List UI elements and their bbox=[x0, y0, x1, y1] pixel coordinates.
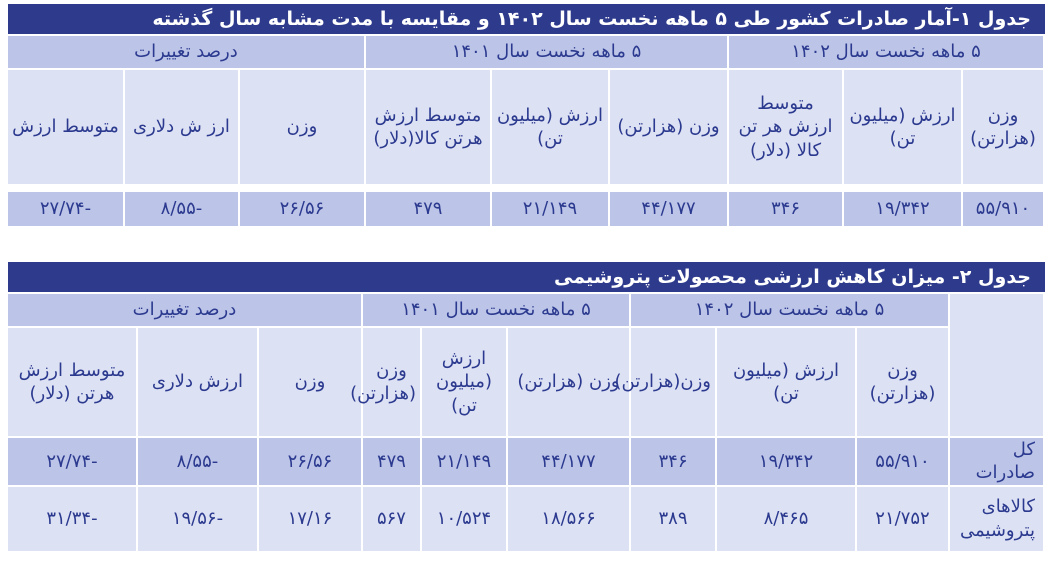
row-label: کالاهای پتروشیمی bbox=[948, 484, 1045, 553]
table-cell: ۵۵/۹۱۰ bbox=[961, 190, 1045, 228]
table-cell: -۲۷/۷۴ bbox=[5, 190, 125, 228]
column-header: متوسط ارزش هرتن کالا(دلار) bbox=[363, 68, 492, 186]
table-cell: ۲۶/۵۶ bbox=[237, 190, 366, 228]
table-cell: ۳۴۶ bbox=[726, 190, 845, 228]
column-header: ارزش (میلیون تن) bbox=[842, 68, 963, 186]
column-header: ارزش دلاری bbox=[135, 326, 259, 438]
group-header: ۵ ماهه نخست سال ۱۴۰۱ bbox=[360, 292, 631, 328]
table-cell: ۲۶/۵۶ bbox=[256, 436, 363, 487]
column-header: متوسط ارزش هر تن کالا (دلار) bbox=[726, 68, 845, 186]
column-header: وزن(هزارتن) bbox=[615, 326, 718, 438]
table-cell: ۲۱/۷۵۲ bbox=[855, 484, 950, 553]
group-header: درصد تغییرات bbox=[5, 34, 366, 70]
table-cell: ۴۷۹ bbox=[360, 436, 422, 487]
row-label: کل صادرات bbox=[948, 436, 1045, 487]
table-cell: ۴۴/۱۷۷ bbox=[607, 190, 729, 228]
table-cell: -۳۱/۳۴ bbox=[5, 484, 138, 553]
table-1-grid: ۵ ماهه نخست سال ۱۴۰۲ ۵ ماهه نخست سال ۱۴۰… bbox=[5, 34, 1046, 228]
group-header: ۵ ماهه نخست سال ۱۴۰۲ bbox=[726, 34, 1046, 70]
column-header: وزن (هزارتن) bbox=[961, 68, 1045, 186]
table-cell: -۲۷/۷۴ bbox=[5, 436, 138, 487]
table-cell: ۵۶۷ bbox=[360, 484, 422, 553]
table-2: جدول ۲- میزان کاهش ارزشی محصولات پتروشیم… bbox=[5, 262, 1045, 553]
column-header: متوسط ارزش هرتن (دلار) bbox=[5, 326, 138, 438]
column-header: متوسط ارزش bbox=[5, 68, 125, 186]
column-header: ارزش (میلیون تن) bbox=[419, 326, 508, 438]
table-cell: ۱۷/۱۶ bbox=[256, 484, 363, 553]
column-header: وزن (هزارتن) bbox=[607, 68, 729, 186]
group-header: ۵ ماهه نخست سال ۱۴۰۱ bbox=[363, 34, 729, 70]
table-cell: ۵۵/۹۱۰ bbox=[855, 436, 950, 487]
table-1: جدول ۱-آمار صادرات کشور طی ۵ ماهه نخست س… bbox=[5, 4, 1046, 228]
table-cell: ۴۴/۱۷۷ bbox=[505, 436, 631, 487]
column-header: ارز ش دلاری bbox=[122, 68, 240, 186]
table-cell: ۸/۴۶۵ bbox=[715, 484, 857, 553]
column-header: وزن (هزارتن) bbox=[505, 326, 631, 438]
column-header: ارزش (میلیون تن) bbox=[715, 326, 857, 438]
table-cell: ۳۴۶ bbox=[628, 436, 718, 487]
table-cell: ۱۰/۵۲۴ bbox=[419, 484, 508, 553]
column-header: ارزش (میلیون تن) bbox=[489, 68, 610, 186]
table-cell: ۴۷۹ bbox=[363, 190, 492, 228]
column-header: وزن bbox=[237, 68, 366, 186]
table-row: کل صادرات ۵۵/۹۱۰ ۱۹/۳۴۲ ۳۴۶ ۴۴/۱۷۷ ۲۱/۱۴… bbox=[5, 436, 1045, 487]
table-row: کالاهای پتروشیمی ۲۱/۷۵۲ ۸/۴۶۵ ۳۸۹ ۱۸/۵۶۶… bbox=[5, 484, 1045, 553]
column-header: وزن (هزارتن) bbox=[350, 326, 422, 438]
table-cell: -۱۹/۵۶ bbox=[135, 484, 259, 553]
table-cell: ۱۹/۳۴۲ bbox=[715, 436, 857, 487]
table-cell: ۱۹/۳۴۲ bbox=[842, 190, 963, 228]
column-header: وزن bbox=[256, 326, 363, 438]
corner-cell bbox=[948, 292, 1045, 438]
table-2-grid: ۵ ماهه نخست سال ۱۴۰۲ ۵ ماهه نخست سال ۱۴۰… bbox=[5, 292, 1045, 553]
group-header: درصد تغییرات bbox=[5, 292, 363, 328]
column-header: وزن (هزارتن) bbox=[855, 326, 950, 438]
table-cell: ۳۸۹ bbox=[628, 484, 718, 553]
table-cell: ۱۸/۵۶۶ bbox=[505, 484, 631, 553]
group-header: ۵ ماهه نخست سال ۱۴۰۲ bbox=[628, 292, 951, 328]
table-2-title: جدول ۲- میزان کاهش ارزشی محصولات پتروشیم… bbox=[8, 262, 1045, 292]
table-cell: ۲۱/۱۴۹ bbox=[419, 436, 508, 487]
table-cell: -۸/۵۵ bbox=[122, 190, 240, 228]
table-1-title: جدول ۱-آمار صادرات کشور طی ۵ ماهه نخست س… bbox=[8, 4, 1045, 34]
table-cell: -۸/۵۵ bbox=[135, 436, 259, 487]
table-cell: ۲۱/۱۴۹ bbox=[489, 190, 610, 228]
